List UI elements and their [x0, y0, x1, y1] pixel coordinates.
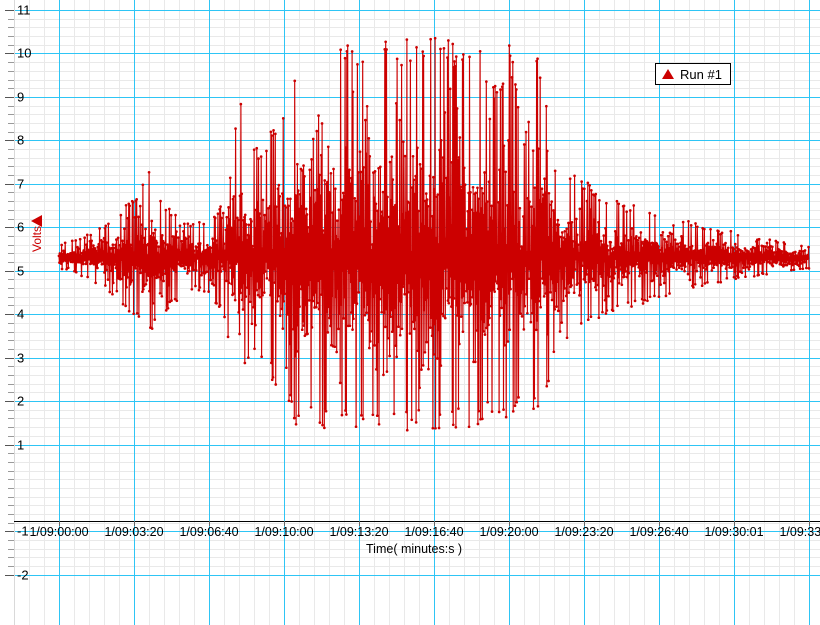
legend-entry-label: Run #1 [680, 66, 722, 82]
x-axis-title: Time( minutes:s ) [366, 542, 463, 556]
legend-box[interactable]: Run #1 [655, 63, 731, 85]
y-axis-spine [14, 0, 15, 625]
series-line-run-1 [58, 38, 810, 431]
rotated-series-label: Volts [30, 225, 44, 252]
x-axis-line [14, 521, 820, 522]
series-pointer-triangle-icon [31, 215, 42, 227]
legend-triangle-icon [662, 69, 674, 79]
